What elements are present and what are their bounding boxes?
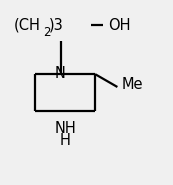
Text: H: H <box>60 133 70 148</box>
Text: Me: Me <box>122 77 143 92</box>
Text: 2: 2 <box>43 26 50 39</box>
Text: N: N <box>54 66 65 81</box>
Text: OH: OH <box>108 18 130 33</box>
Text: NH: NH <box>54 121 76 136</box>
Text: (CH: (CH <box>13 18 40 33</box>
Text: )3: )3 <box>48 18 63 33</box>
